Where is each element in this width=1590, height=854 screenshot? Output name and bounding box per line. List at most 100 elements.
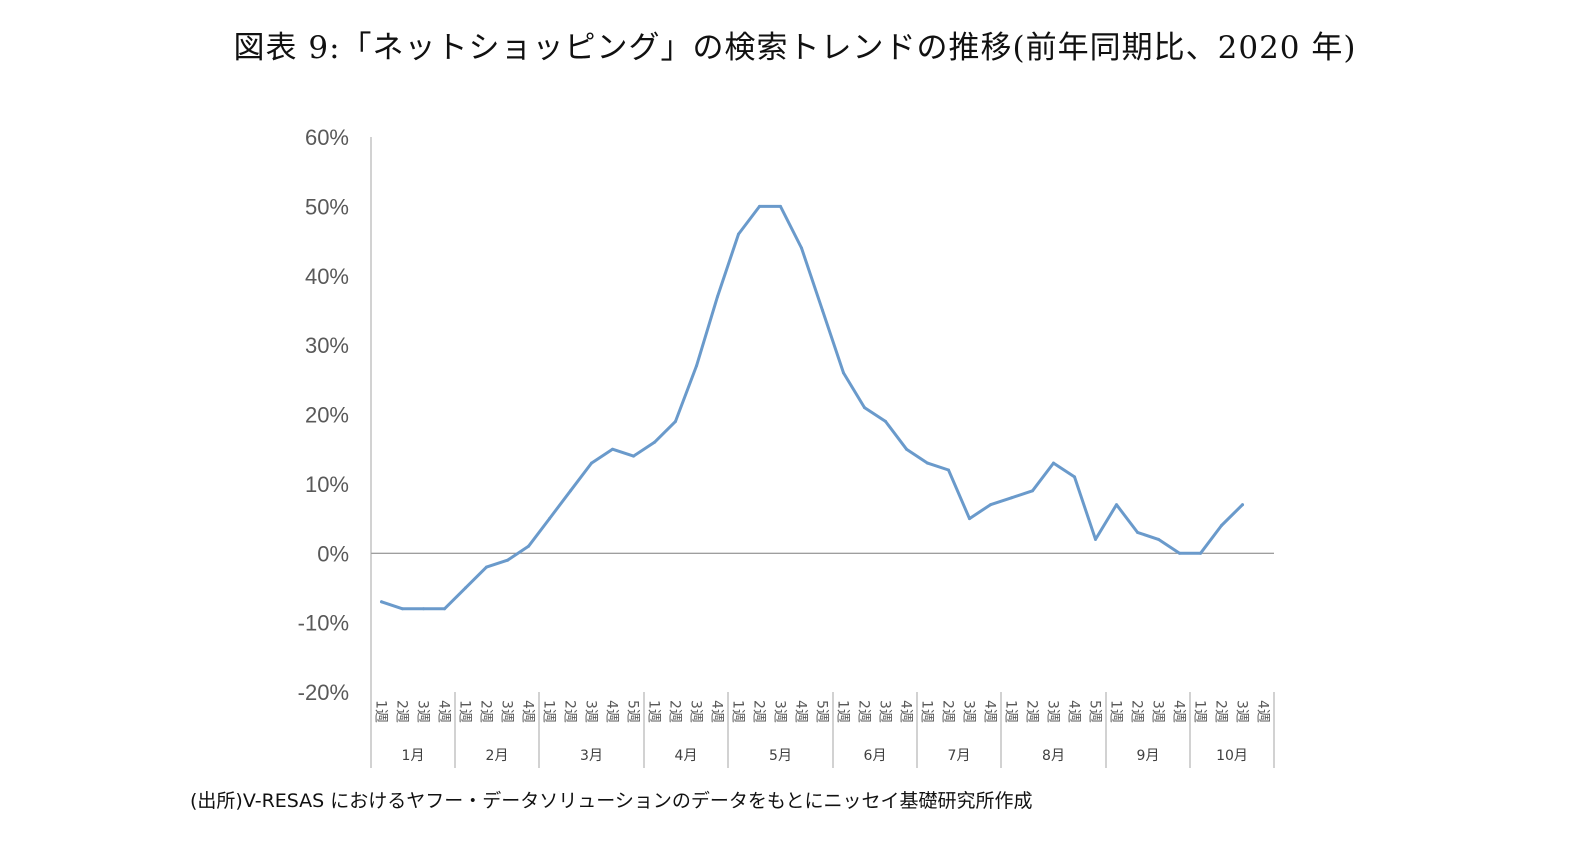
x-week-label: 5週 [625, 700, 641, 723]
data-point [485, 565, 488, 569]
x-week-label: 2週 [856, 700, 872, 723]
data-point [779, 204, 782, 208]
x-week-label: 2週 [751, 700, 767, 723]
x-week-label: 3週 [961, 700, 977, 723]
data-point [527, 544, 530, 548]
data-point [758, 204, 761, 208]
x-week-label: 1週 [1003, 700, 1019, 723]
data-point [611, 447, 614, 451]
x-week-label: 3週 [1150, 700, 1166, 723]
x-month-label: 5月 [769, 748, 792, 764]
data-point [1220, 524, 1223, 527]
x-week-label: 2週 [1129, 700, 1145, 723]
data-point [1199, 551, 1202, 555]
x-week-label: 1週 [541, 700, 557, 723]
x-week-label: 3週 [415, 700, 431, 723]
x-week-label: 4週 [604, 700, 620, 723]
x-week-label: 3週 [772, 700, 788, 723]
x-week-label: 4週 [1171, 700, 1187, 723]
data-point [968, 517, 971, 521]
x-week-label: 4週 [520, 700, 536, 723]
x-week-label: 3週 [583, 700, 599, 723]
data-point [464, 586, 467, 590]
data-point [1136, 530, 1139, 534]
data-point [863, 406, 866, 410]
x-month-label: 10月 [1216, 748, 1248, 764]
x-week-label: 2週 [394, 700, 410, 723]
data-point [905, 447, 908, 451]
x-week-label: 3週 [1234, 700, 1250, 723]
x-week-label: 2週 [562, 700, 578, 723]
data-point [842, 371, 845, 375]
data-point [737, 232, 740, 236]
x-week-label: 4週 [982, 700, 998, 723]
x-month-label: 3月 [580, 748, 603, 764]
x-week-label: 2週 [478, 700, 494, 723]
y-tick-label: 30% [305, 333, 349, 358]
x-week-label: 2週 [667, 700, 683, 723]
data-point [989, 503, 992, 507]
data-point [1010, 496, 1013, 500]
y-tick-label: 20% [305, 403, 349, 428]
data-point [380, 600, 383, 604]
y-tick-label: 40% [305, 264, 349, 289]
source-note: (出所)V-RESAS におけるヤフー・データソリューションのデータをもとにニッ… [190, 790, 1033, 812]
x-month-label: 7月 [948, 748, 971, 764]
x-week-label: 4週 [1255, 700, 1271, 723]
data-point [590, 461, 593, 465]
series-line [380, 204, 1244, 611]
x-week-label: 1週 [1192, 700, 1208, 723]
x-week-label: 1週 [1108, 700, 1124, 723]
data-point [443, 607, 446, 611]
data-point [800, 246, 803, 250]
y-tick-label: -20% [298, 680, 349, 705]
y-tick-label: 10% [305, 472, 349, 497]
data-point [1157, 537, 1160, 541]
x-week-label: 2週 [1213, 700, 1229, 723]
data-point [1241, 503, 1244, 507]
data-point [422, 607, 425, 611]
x-week-label: 3週 [1045, 700, 1061, 723]
x-month-label: 9月 [1137, 748, 1160, 764]
y-tick-label: 0% [317, 541, 349, 566]
data-point [1052, 461, 1055, 465]
x-week-label: 5週 [1087, 700, 1103, 723]
x-week-label: 1週 [646, 700, 662, 723]
data-point [716, 295, 719, 299]
x-week-label: 4週 [1066, 700, 1082, 723]
y-tick-label: 60% [305, 125, 349, 150]
x-week-label: 1週 [835, 700, 851, 723]
x-week-label: 3週 [877, 700, 893, 723]
data-point [632, 454, 635, 458]
x-week-label: 2週 [1024, 700, 1040, 723]
x-week-label: 5週 [814, 700, 830, 723]
x-week-label: 4週 [436, 700, 452, 723]
data-point [1178, 551, 1181, 555]
data-point [947, 468, 950, 472]
data-point [884, 419, 887, 423]
x-month-label: 4月 [675, 748, 698, 764]
data-point [1073, 475, 1076, 479]
chart-title: 図表 9:「ネットショッピング」の検索トレンドの推移(前年同期比、2020 年) [233, 30, 1357, 66]
x-week-label: 1週 [373, 700, 389, 723]
x-month-label: 6月 [864, 748, 887, 764]
data-point [653, 440, 656, 444]
x-week-label: 2週 [940, 700, 956, 723]
x-month-label: 8月 [1042, 748, 1065, 764]
x-week-label: 1週 [730, 700, 746, 723]
data-point [1094, 537, 1097, 541]
x-month-label: 2月 [486, 748, 509, 764]
data-point [1031, 489, 1034, 493]
data-point [569, 489, 572, 493]
x-month-label: 1月 [402, 748, 425, 764]
x-week-label: 4週 [793, 700, 809, 723]
x-week-label: 1週 [919, 700, 935, 723]
data-point [821, 308, 824, 312]
data-point [548, 517, 551, 521]
x-week-label: 1週 [457, 700, 473, 723]
data-point [926, 461, 929, 465]
x-week-label: 3週 [499, 700, 515, 723]
y-tick-label: -10% [298, 611, 349, 636]
y-tick-label: 50% [305, 194, 349, 219]
